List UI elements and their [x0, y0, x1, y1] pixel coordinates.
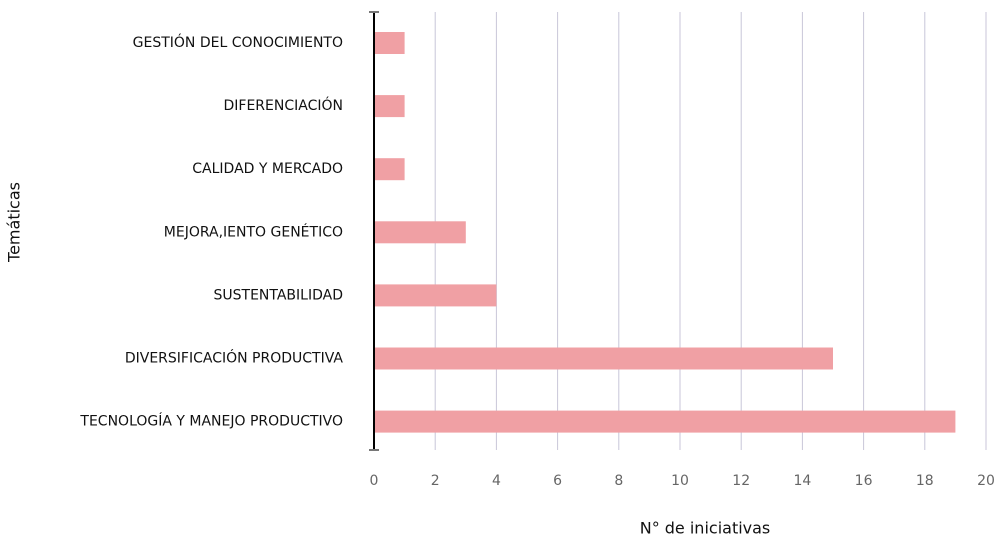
bar	[374, 95, 405, 118]
x-tick-label: 8	[614, 473, 623, 489]
x-tick-label: 4	[492, 473, 501, 489]
bar	[374, 221, 466, 244]
y-tick-label: DIFERENCIACIÓN	[224, 96, 344, 114]
x-tick-label: 12	[732, 473, 750, 489]
x-tick-label: 6	[553, 473, 562, 489]
bar	[374, 347, 833, 370]
bar	[374, 158, 405, 181]
x-tick-label: 2	[431, 473, 440, 489]
x-tick-label: 0	[370, 473, 379, 489]
y-tick-label: TECNOLOGÍA Y MANEJO PRODUCTIVO	[79, 413, 343, 430]
bar	[374, 284, 497, 307]
x-axis-title: N° de iniciativas	[640, 519, 771, 538]
x-tick-label: 10	[671, 473, 689, 489]
y-tick-label: MEJORA,IENTO GENÉTICO	[164, 223, 343, 240]
y-tick-label: GESTIÓN DEL CONOCIMIENTO	[133, 33, 343, 51]
y-tick-label: CALIDAD Y MERCADO	[192, 161, 343, 177]
x-tick-label: 16	[855, 473, 873, 489]
y-axis-title: Temáticas	[5, 182, 24, 263]
y-tick-label: DIVERSIFICACIÓN PRODUCTIVA	[125, 349, 344, 367]
bar	[374, 32, 405, 54]
x-tick-label: 14	[793, 473, 811, 489]
bar	[374, 410, 956, 433]
y-tick-label: SUSTENTABILIDAD	[214, 287, 344, 303]
x-tick-label: 20	[977, 473, 995, 489]
x-tick-label: 18	[916, 473, 934, 489]
